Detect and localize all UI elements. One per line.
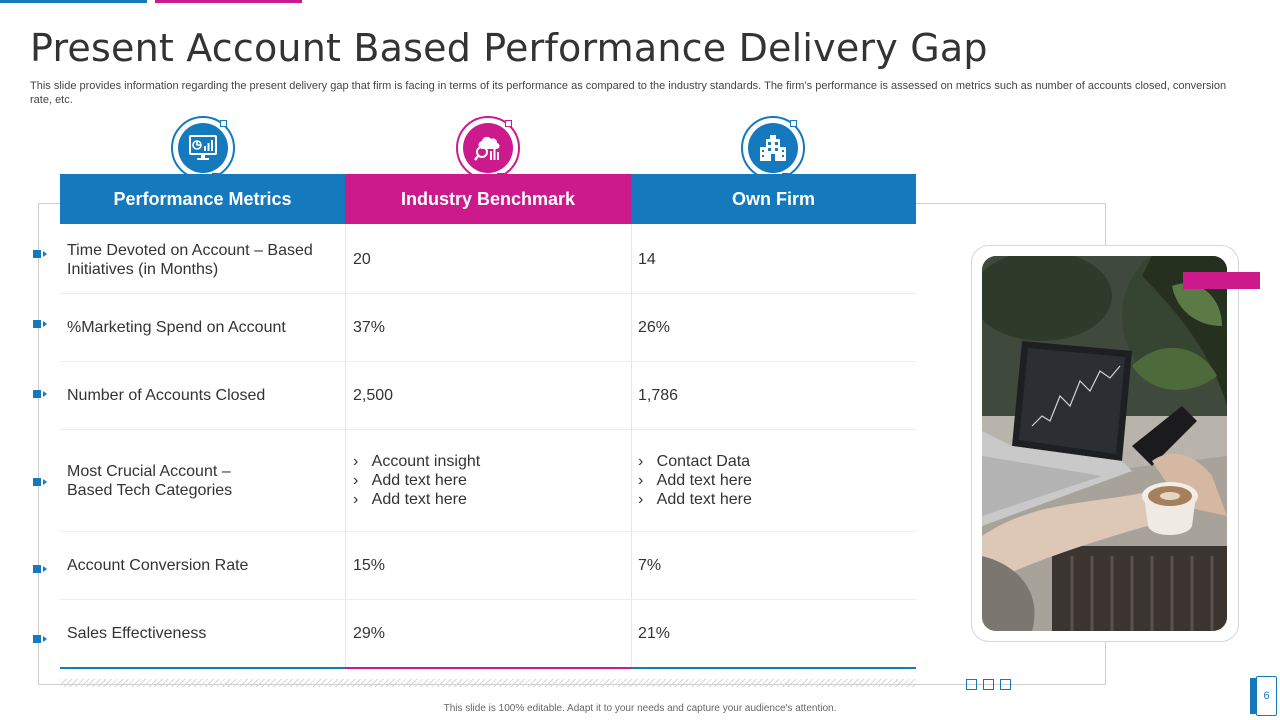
- decorative-square: [983, 679, 994, 690]
- row-marker-icon: [33, 389, 49, 399]
- benchmark-cell: 20: [353, 251, 371, 268]
- slide-subtitle: This slide provides information regardin…: [30, 80, 1227, 106]
- row-marker-icon: [33, 249, 49, 259]
- benchmark-cell: 15%: [353, 557, 386, 574]
- table-row: Sales Effectiveness 29% 21%: [60, 600, 916, 667]
- row-marker-icon: [33, 564, 49, 574]
- pink-accent-bar: [1183, 272, 1260, 289]
- own-firm-cell: 7%: [638, 557, 662, 574]
- metric-cell: Time Devoted on Account – Based Initiati…: [67, 241, 313, 278]
- own-firm-icon-badge: [741, 116, 805, 180]
- table-bottom-line: [345, 667, 631, 669]
- list-item: › Add text here: [638, 472, 752, 489]
- metric-cell: Most Crucial Account – Based Tech Catego…: [67, 462, 233, 499]
- metric-cell: Sales Effectiveness: [67, 625, 207, 642]
- table-row: Number of Accounts Closed 2,500 1,786: [60, 362, 916, 430]
- benchmark-list-cell: › Account insight › Add text here › Add …: [353, 430, 623, 531]
- metrics-icon-badge: [171, 116, 235, 180]
- list-item: › Contact Data: [638, 453, 751, 470]
- decorative-square: [1000, 679, 1011, 690]
- table-row: %Marketing Spend on Account 37% 26%: [60, 294, 916, 362]
- building-icon: [748, 123, 798, 173]
- dashboard-monitor-icon: [178, 123, 228, 173]
- header-industry-benchmark: Industry Benchmark: [345, 174, 631, 224]
- metric-cell: Account Conversion Rate: [67, 557, 249, 574]
- own-firm-list-cell: › Contact Data › Add text here › Add tex…: [638, 430, 908, 531]
- table-row: Account Conversion Rate 15% 7%: [60, 532, 916, 600]
- list-item: › Account insight: [353, 453, 481, 470]
- page-number: 6: [1256, 676, 1277, 716]
- row-marker-icon: [33, 477, 49, 487]
- footer-note: This slide is 100% editable. Adapt it to…: [443, 703, 837, 714]
- table-row: Most Crucial Account – Based Tech Catego…: [60, 430, 916, 532]
- benchmark-icon-badge: [456, 116, 520, 180]
- own-firm-cell: 21%: [638, 625, 671, 642]
- row-marker-icon: [33, 634, 49, 644]
- laptop-coffee-photo: [982, 256, 1227, 631]
- analytics-magnifier-icon: [463, 123, 513, 173]
- top-accent-blue: [0, 0, 147, 3]
- metric-cell: %Marketing Spend on Account: [67, 319, 286, 336]
- benchmark-cell: 2,500: [353, 387, 394, 404]
- own-firm-cell: 14: [638, 251, 656, 268]
- list-item: › Add text here: [353, 472, 467, 489]
- column-divider: [345, 224, 346, 667]
- top-accent-pink: [155, 0, 302, 3]
- slide-title: Present Account Based Performance Delive…: [30, 26, 988, 70]
- table-bottom-line: [631, 667, 916, 669]
- hatch-decoration: [60, 679, 916, 687]
- own-firm-cell: 1,786: [638, 387, 679, 404]
- header-own-firm: Own Firm: [631, 174, 916, 224]
- table-row: Time Devoted on Account – Based Initiati…: [60, 226, 916, 294]
- page-number-badge: 6: [1250, 676, 1277, 716]
- table-bottom-line: [60, 667, 345, 669]
- column-divider: [631, 224, 632, 667]
- metric-cell: Number of Accounts Closed: [67, 387, 266, 404]
- decorative-square: [966, 679, 977, 690]
- row-marker-icon: [33, 319, 49, 329]
- benchmark-cell: 37%: [353, 319, 386, 336]
- header-performance-metrics: Performance Metrics: [60, 174, 345, 224]
- list-item: › Add text here: [353, 491, 467, 508]
- benchmark-cell: 29%: [353, 625, 386, 642]
- list-item: › Add text here: [638, 491, 752, 508]
- own-firm-cell: 26%: [638, 319, 671, 336]
